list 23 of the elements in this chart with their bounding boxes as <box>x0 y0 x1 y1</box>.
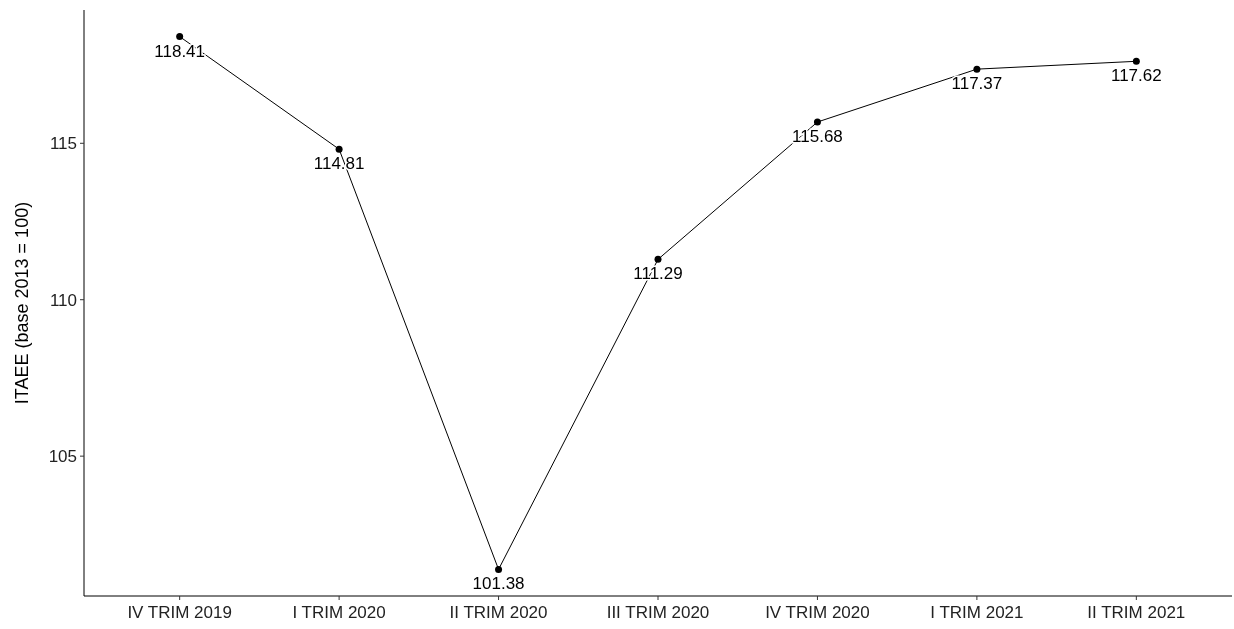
x-tick-label: IV TRIM 2019 <box>127 603 232 622</box>
point <box>176 33 184 41</box>
x-tick-label: I TRIM 2020 <box>292 603 386 622</box>
data-label: 114.81 <box>313 154 365 174</box>
data-label: 117.62 <box>1110 66 1162 86</box>
data-label: 117.37 <box>951 74 1003 94</box>
x-tick-label: II TRIM 2021 <box>1087 603 1186 622</box>
point <box>335 145 343 153</box>
x-tick-label: IV TRIM 2020 <box>765 603 870 622</box>
x-tick-label: I TRIM 2021 <box>930 603 1024 622</box>
data-label: 118.41 <box>154 41 206 61</box>
x-tick-label: II TRIM 2020 <box>449 603 548 622</box>
y-axis-title: ITAEE (base 2013 = 100) <box>12 201 32 405</box>
y-tick-label: 110 <box>49 290 77 310</box>
point <box>1132 57 1140 65</box>
data-label: 101.38 <box>472 574 525 594</box>
point <box>654 255 662 263</box>
y-tick-label: 105 <box>48 447 77 467</box>
point <box>973 65 981 73</box>
point <box>813 118 821 126</box>
y-tick-label: 115 <box>49 134 77 154</box>
point <box>495 565 503 573</box>
x-tick-label: III TRIM 2020 <box>606 603 710 622</box>
